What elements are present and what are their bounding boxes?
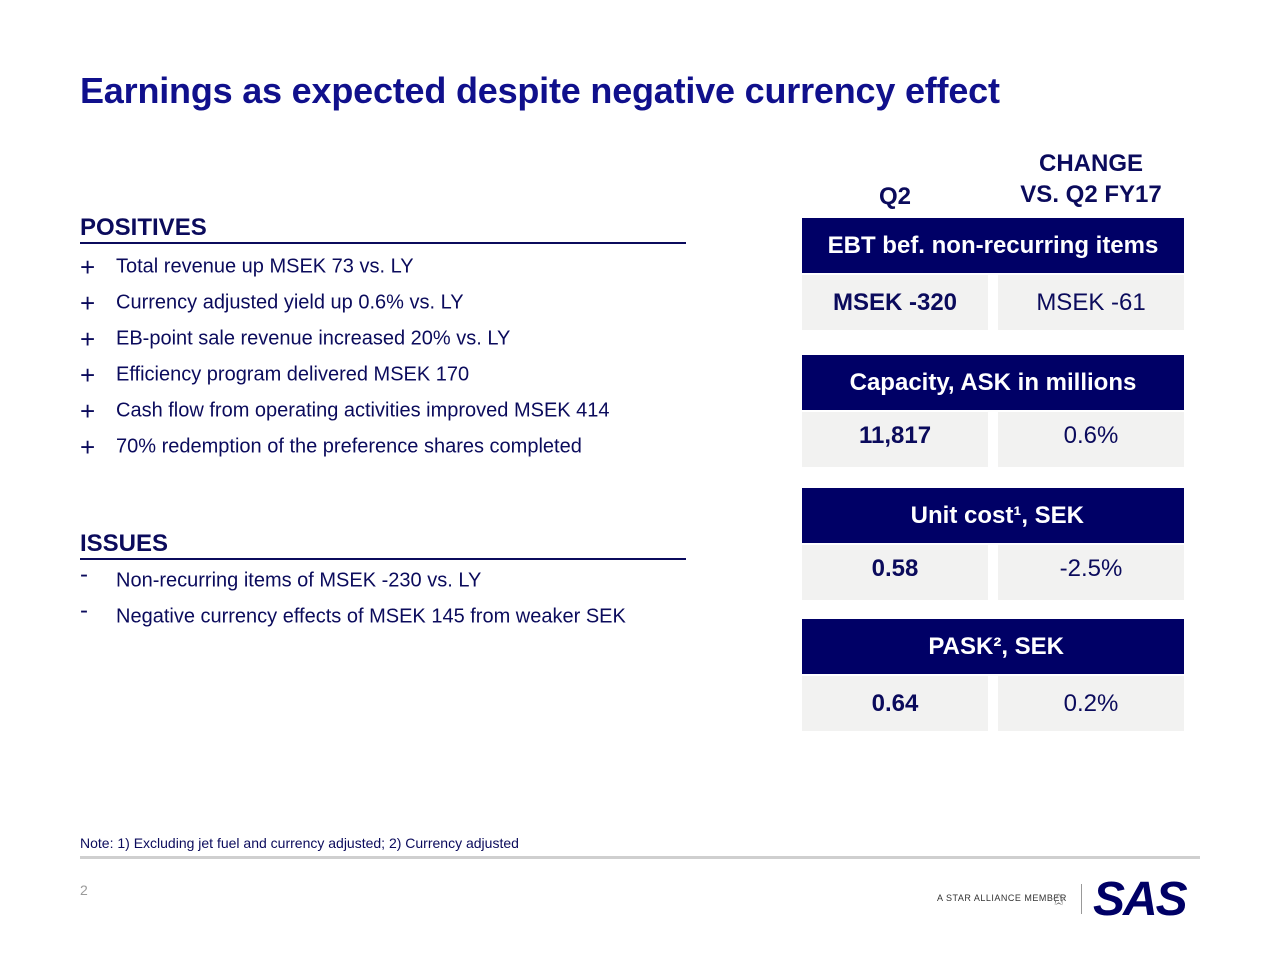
issue-item-text: Non-recurring items of MSEK -230 vs. LY bbox=[116, 569, 482, 592]
positive-item-text: Cash flow from operating activities impr… bbox=[116, 399, 610, 422]
kpi-header-pask: PASK², SEK bbox=[802, 619, 1184, 674]
footnote: Note: 1) Excluding jet fuel and currency… bbox=[80, 835, 519, 851]
kpi-change-pask: 0.2% bbox=[998, 676, 1184, 731]
positive-item-text: Efficiency program delivered MSEK 170 bbox=[116, 363, 470, 386]
kpi-header-unit-cost-label: Unit cost¹, SEK bbox=[910, 501, 1084, 529]
page-title: Earnings as expected despite negative cu… bbox=[80, 70, 1000, 111]
plus-icon: + bbox=[80, 360, 96, 390]
positive-item: + Currency adjusted yield up 0.6% vs. LY bbox=[80, 290, 464, 320]
positive-item: +70% redemption of the preference shares… bbox=[80, 434, 582, 464]
positive-item-text: Total revenue up MSEK 73 vs. LY bbox=[116, 255, 414, 278]
footer-divider bbox=[80, 856, 1200, 859]
kpi-value-capacity: 11,817 bbox=[802, 412, 988, 467]
kpi-header-pask-label: PASK², SEK bbox=[928, 632, 1064, 660]
plus-icon: + bbox=[80, 324, 96, 354]
positive-item: + Efficiency program delivered MSEK 170 bbox=[80, 362, 469, 392]
positive-item: + Cash flow from operating activities imp… bbox=[80, 398, 610, 428]
positive-item-text: 70% redemption of the preference shares … bbox=[116, 435, 582, 458]
kpi-change-ebt: MSEK -61 bbox=[998, 275, 1184, 330]
logo-divider bbox=[1081, 884, 1082, 914]
positive-item: + Total revenue up MSEK 73 vs. LY bbox=[80, 254, 414, 284]
issues-heading: ISSUES bbox=[80, 530, 686, 560]
kpi-change-unit-cost: -2.5% bbox=[998, 545, 1184, 600]
column-header-change-line2: VS. Q2 FY17 bbox=[1020, 181, 1162, 208]
plus-icon: + bbox=[80, 288, 96, 318]
minus-icon: - bbox=[80, 561, 88, 588]
issue-item: - Non-recurring items of MSEK -230 vs. LY bbox=[80, 562, 482, 598]
kpi-value-ebt: MSEK -320 bbox=[802, 275, 988, 330]
positive-item-text: EB-point sale revenue increased 20% vs. … bbox=[116, 327, 511, 350]
minus-icon: - bbox=[80, 597, 88, 624]
column-header-q2: Q2 bbox=[878, 183, 911, 210]
kpi-header-ebt: EBT bef. non-recurring items bbox=[802, 218, 1184, 273]
kpi-header-capacity: Capacity, ASK in millions bbox=[802, 355, 1184, 410]
plus-icon: + bbox=[80, 252, 96, 282]
kpi-value-unit-cost: 0.58 bbox=[802, 545, 988, 600]
kpi-change-capacity: 0.6% bbox=[998, 412, 1184, 467]
positive-item: + EB-point sale revenue increased 20% vs.… bbox=[80, 326, 510, 356]
star-alliance-icon: ✩ bbox=[1052, 892, 1066, 909]
plus-icon: + bbox=[80, 396, 96, 426]
column-header-change-line1: CHANGE bbox=[1038, 150, 1143, 177]
kpi-header-unit-cost: Unit cost¹, SEK bbox=[802, 488, 1184, 543]
positives-heading: POSITIVES bbox=[80, 214, 686, 244]
positive-item-text: Currency adjusted yield up 0.6% vs. LY bbox=[116, 291, 464, 314]
sas-logo: SAS bbox=[1093, 873, 1188, 926]
issue-item-text: Negative currency effects of MSEK 145 fr… bbox=[116, 605, 626, 628]
kpi-value-pask: 0.64 bbox=[802, 676, 988, 731]
star-alliance-text: A STAR ALLIANCE MEMBER bbox=[937, 893, 1067, 903]
page-number: 2 bbox=[80, 882, 88, 898]
column-header-change: CHANGE VS. Q2 FY17 bbox=[998, 148, 1184, 210]
plus-icon: + bbox=[80, 432, 96, 462]
issue-item: - Negative currency effects of MSEK 145 f… bbox=[80, 598, 626, 634]
